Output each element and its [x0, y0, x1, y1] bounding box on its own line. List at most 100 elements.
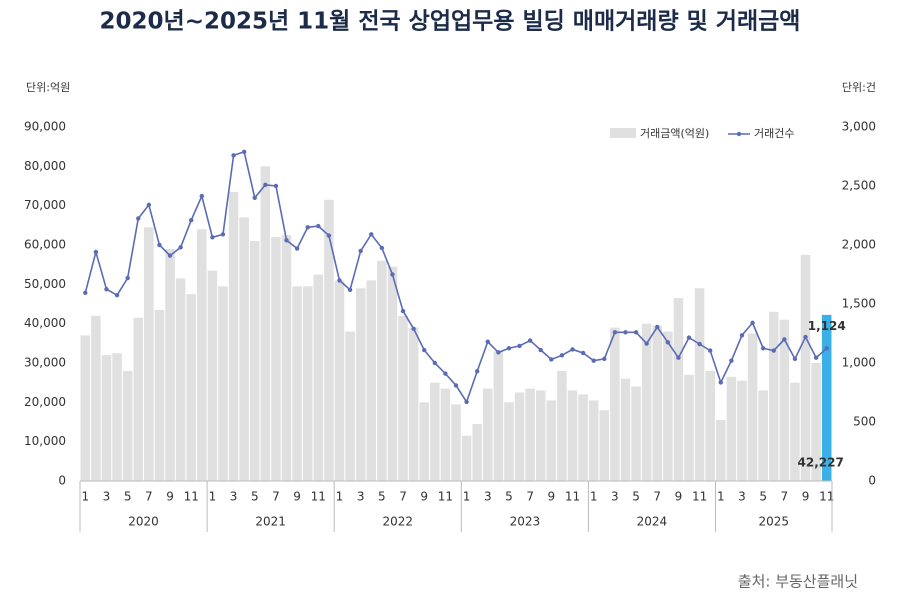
x-tick-label: 5 [124, 490, 132, 504]
line-point [591, 358, 596, 363]
x-tick-label: 3 [103, 490, 111, 504]
line-point [750, 320, 755, 326]
bar [271, 237, 281, 481]
x-tick-label: 7 [526, 490, 534, 504]
bar [779, 319, 790, 481]
bar [599, 410, 610, 481]
bar [419, 402, 429, 481]
line-point [782, 337, 787, 342]
bar [705, 370, 715, 481]
line-point [400, 308, 406, 314]
legend-swatch [610, 128, 636, 138]
line-point [316, 223, 321, 229]
line-point [623, 330, 628, 335]
bar [430, 382, 440, 481]
y-tick-label: 10,000 [24, 434, 66, 448]
line-point [146, 202, 152, 208]
bar [281, 235, 292, 481]
x-tick-label: 1 [336, 490, 344, 504]
bar [80, 335, 91, 481]
line-point [485, 339, 490, 344]
line-point [718, 380, 723, 385]
line-point [506, 346, 512, 351]
line-point [252, 195, 257, 200]
y2-tick-label: 3,000 [842, 120, 876, 134]
bar [535, 390, 546, 481]
line-point [189, 218, 194, 223]
bar [567, 390, 578, 481]
x-group-label: 2021 [255, 515, 286, 529]
line-point [347, 287, 353, 293]
bar [228, 191, 239, 481]
bar [493, 351, 504, 481]
bar [790, 382, 800, 481]
y-tick-label: 70,000 [24, 198, 66, 212]
line-point [422, 347, 427, 353]
bar [122, 370, 133, 481]
y2-tick-label: 2,000 [842, 238, 876, 252]
bar [726, 376, 737, 481]
line-point [411, 326, 416, 331]
y2-tick-label: 0 [868, 474, 876, 488]
x-tick-label: 9 [420, 490, 428, 504]
bar [249, 241, 260, 481]
bar [91, 315, 101, 481]
line-point [527, 338, 533, 343]
x-group-label: 2023 [510, 515, 541, 529]
bar [483, 388, 493, 481]
line-point [474, 369, 480, 374]
line-point [760, 346, 766, 351]
bar [334, 280, 345, 481]
x-tick-label: 11 [438, 490, 453, 504]
line-point [792, 356, 798, 362]
bar [578, 394, 588, 481]
bar [112, 353, 122, 481]
x-tick-label: 1 [717, 490, 725, 504]
x-tick-label: 3 [738, 490, 746, 504]
line-point [824, 346, 829, 351]
bar [631, 386, 641, 481]
bar [101, 355, 112, 481]
bar [154, 309, 165, 481]
x-tick-label: 9 [166, 490, 174, 504]
x-tick-label: 1 [590, 490, 598, 504]
y-axis-unit: 단위:억원 [26, 81, 70, 94]
x-tick-label: 11 [819, 490, 834, 504]
y-tick-label: 20,000 [24, 395, 66, 409]
x-tick-label: 7 [399, 490, 407, 504]
bar [811, 363, 821, 481]
bar [345, 331, 355, 481]
bar [525, 388, 535, 481]
bar [800, 254, 811, 481]
bar [408, 327, 419, 481]
bar [641, 323, 652, 481]
x-tick-label: 3 [357, 490, 365, 504]
bar [313, 274, 324, 481]
x-tick-label: 7 [145, 490, 153, 504]
source: 출처: 부동산플래닛 [738, 573, 858, 591]
bar [366, 280, 377, 481]
line-point [665, 340, 671, 345]
bar [175, 278, 186, 481]
bar [652, 325, 663, 481]
line-point [199, 193, 205, 199]
x-tick-label: 9 [802, 490, 810, 504]
bar [768, 311, 779, 481]
bar-value-label: 42,227 [798, 456, 844, 470]
bar [716, 420, 726, 481]
bar [355, 288, 366, 481]
x-tick-label: 5 [505, 490, 513, 504]
y-tick-label: 40,000 [24, 316, 66, 330]
line-point [167, 253, 173, 258]
bar [302, 286, 313, 481]
x-group-label: 2025 [758, 515, 789, 529]
line-point [93, 249, 99, 255]
line-point [813, 355, 819, 360]
line-point [570, 347, 575, 352]
line-point [538, 347, 543, 353]
bar [451, 404, 461, 481]
bar [504, 402, 514, 481]
line-point [125, 275, 130, 281]
line-point [549, 357, 554, 362]
line-point [390, 272, 395, 277]
